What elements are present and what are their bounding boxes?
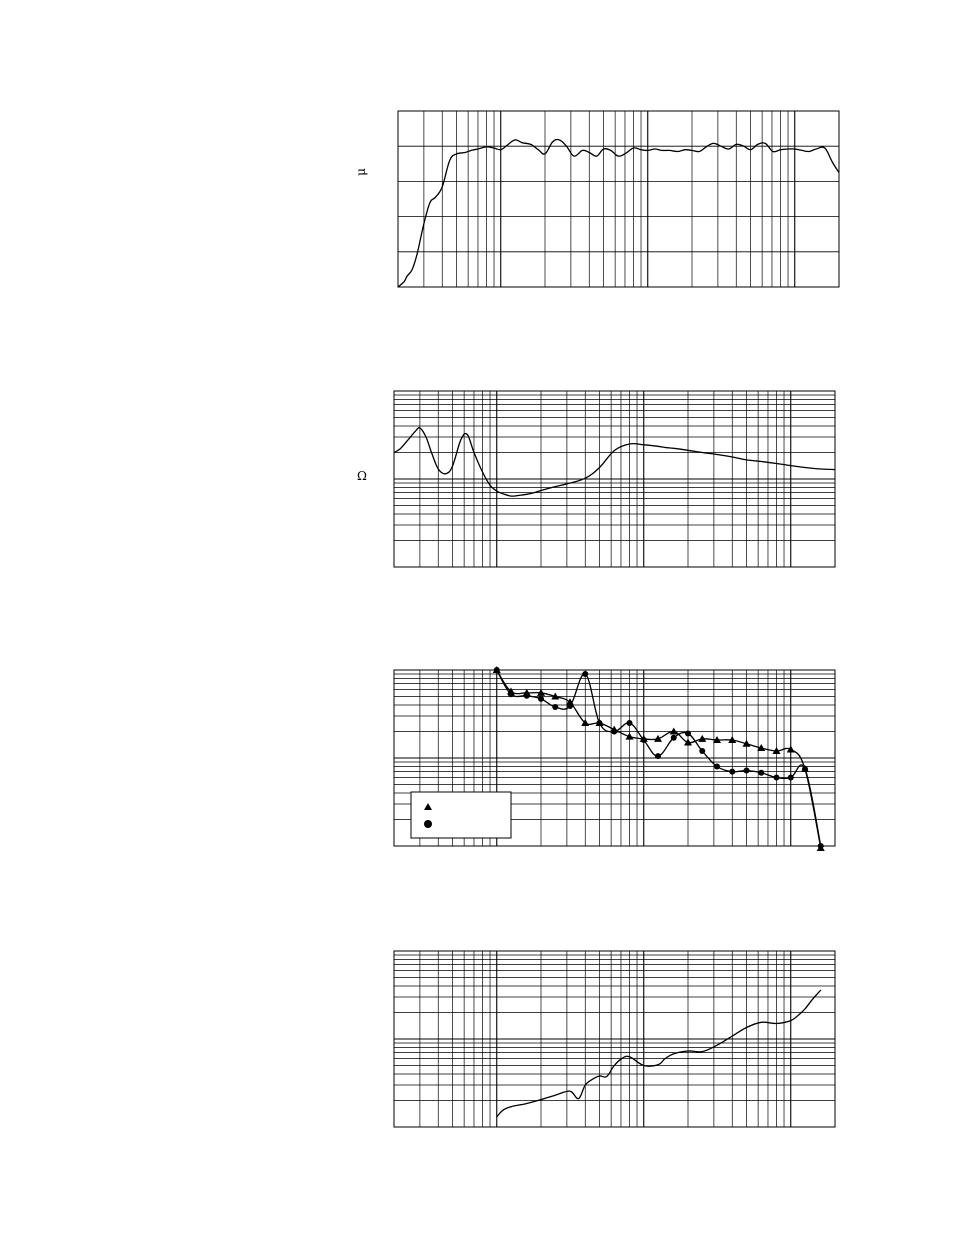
data-point-circle xyxy=(654,753,661,760)
data-point-circle xyxy=(699,748,706,755)
data-point-circle xyxy=(817,843,824,849)
data-point-circle xyxy=(611,728,618,735)
data-point-circle xyxy=(507,691,514,698)
chart-phase xyxy=(393,950,836,1128)
data-point-circle xyxy=(714,763,721,770)
data-point-triangle xyxy=(581,718,590,726)
data-point-circle xyxy=(685,730,691,737)
data-point-triangle xyxy=(537,688,545,696)
series-line-1 xyxy=(496,989,822,1118)
data-point-circle xyxy=(567,702,574,709)
legend-circle-icon xyxy=(424,820,432,828)
data-point-circle xyxy=(743,767,750,774)
data-point-triangle xyxy=(757,743,766,751)
data-point-circle xyxy=(538,695,544,702)
data-point-triangle xyxy=(551,692,560,700)
y-unit-label: μ xyxy=(354,168,368,176)
legend-box xyxy=(410,791,512,839)
legend-triangle-icon xyxy=(424,803,432,810)
data-point-circle xyxy=(773,774,780,781)
data-point-triangle xyxy=(728,736,737,744)
data-point-triangle xyxy=(653,734,662,742)
data-point-circle xyxy=(596,719,603,726)
data-point-triangle xyxy=(625,732,634,740)
data-point-circle xyxy=(787,774,794,781)
data-point-triangle xyxy=(742,739,751,747)
data-point-circle xyxy=(758,769,765,776)
data-point-circle xyxy=(582,671,589,678)
series-line-1 xyxy=(393,427,836,497)
data-point-triangle xyxy=(786,745,795,753)
data-point-circle xyxy=(729,768,736,775)
data-point-triangle xyxy=(713,736,722,744)
y-unit-label: Ω xyxy=(357,469,367,483)
chart-distortion xyxy=(393,666,836,851)
data-point-triangle xyxy=(772,747,781,755)
data-point-triangle xyxy=(684,738,692,746)
data-point-circle xyxy=(523,692,530,699)
data-point-triangle xyxy=(698,734,707,742)
series-line-1 xyxy=(397,138,840,288)
data-point-circle xyxy=(640,737,647,744)
plot-frame xyxy=(397,110,840,288)
data-point-circle xyxy=(670,734,677,741)
chart-impedance: Ω xyxy=(357,390,836,568)
chart-frequency-response: μ xyxy=(354,110,840,288)
data-point-circle xyxy=(552,703,559,710)
data-point-circle xyxy=(626,719,633,726)
data-point-circle xyxy=(493,667,500,673)
legend xyxy=(410,791,512,839)
data-point-circle xyxy=(801,765,808,772)
data-point-triangle xyxy=(669,727,678,735)
